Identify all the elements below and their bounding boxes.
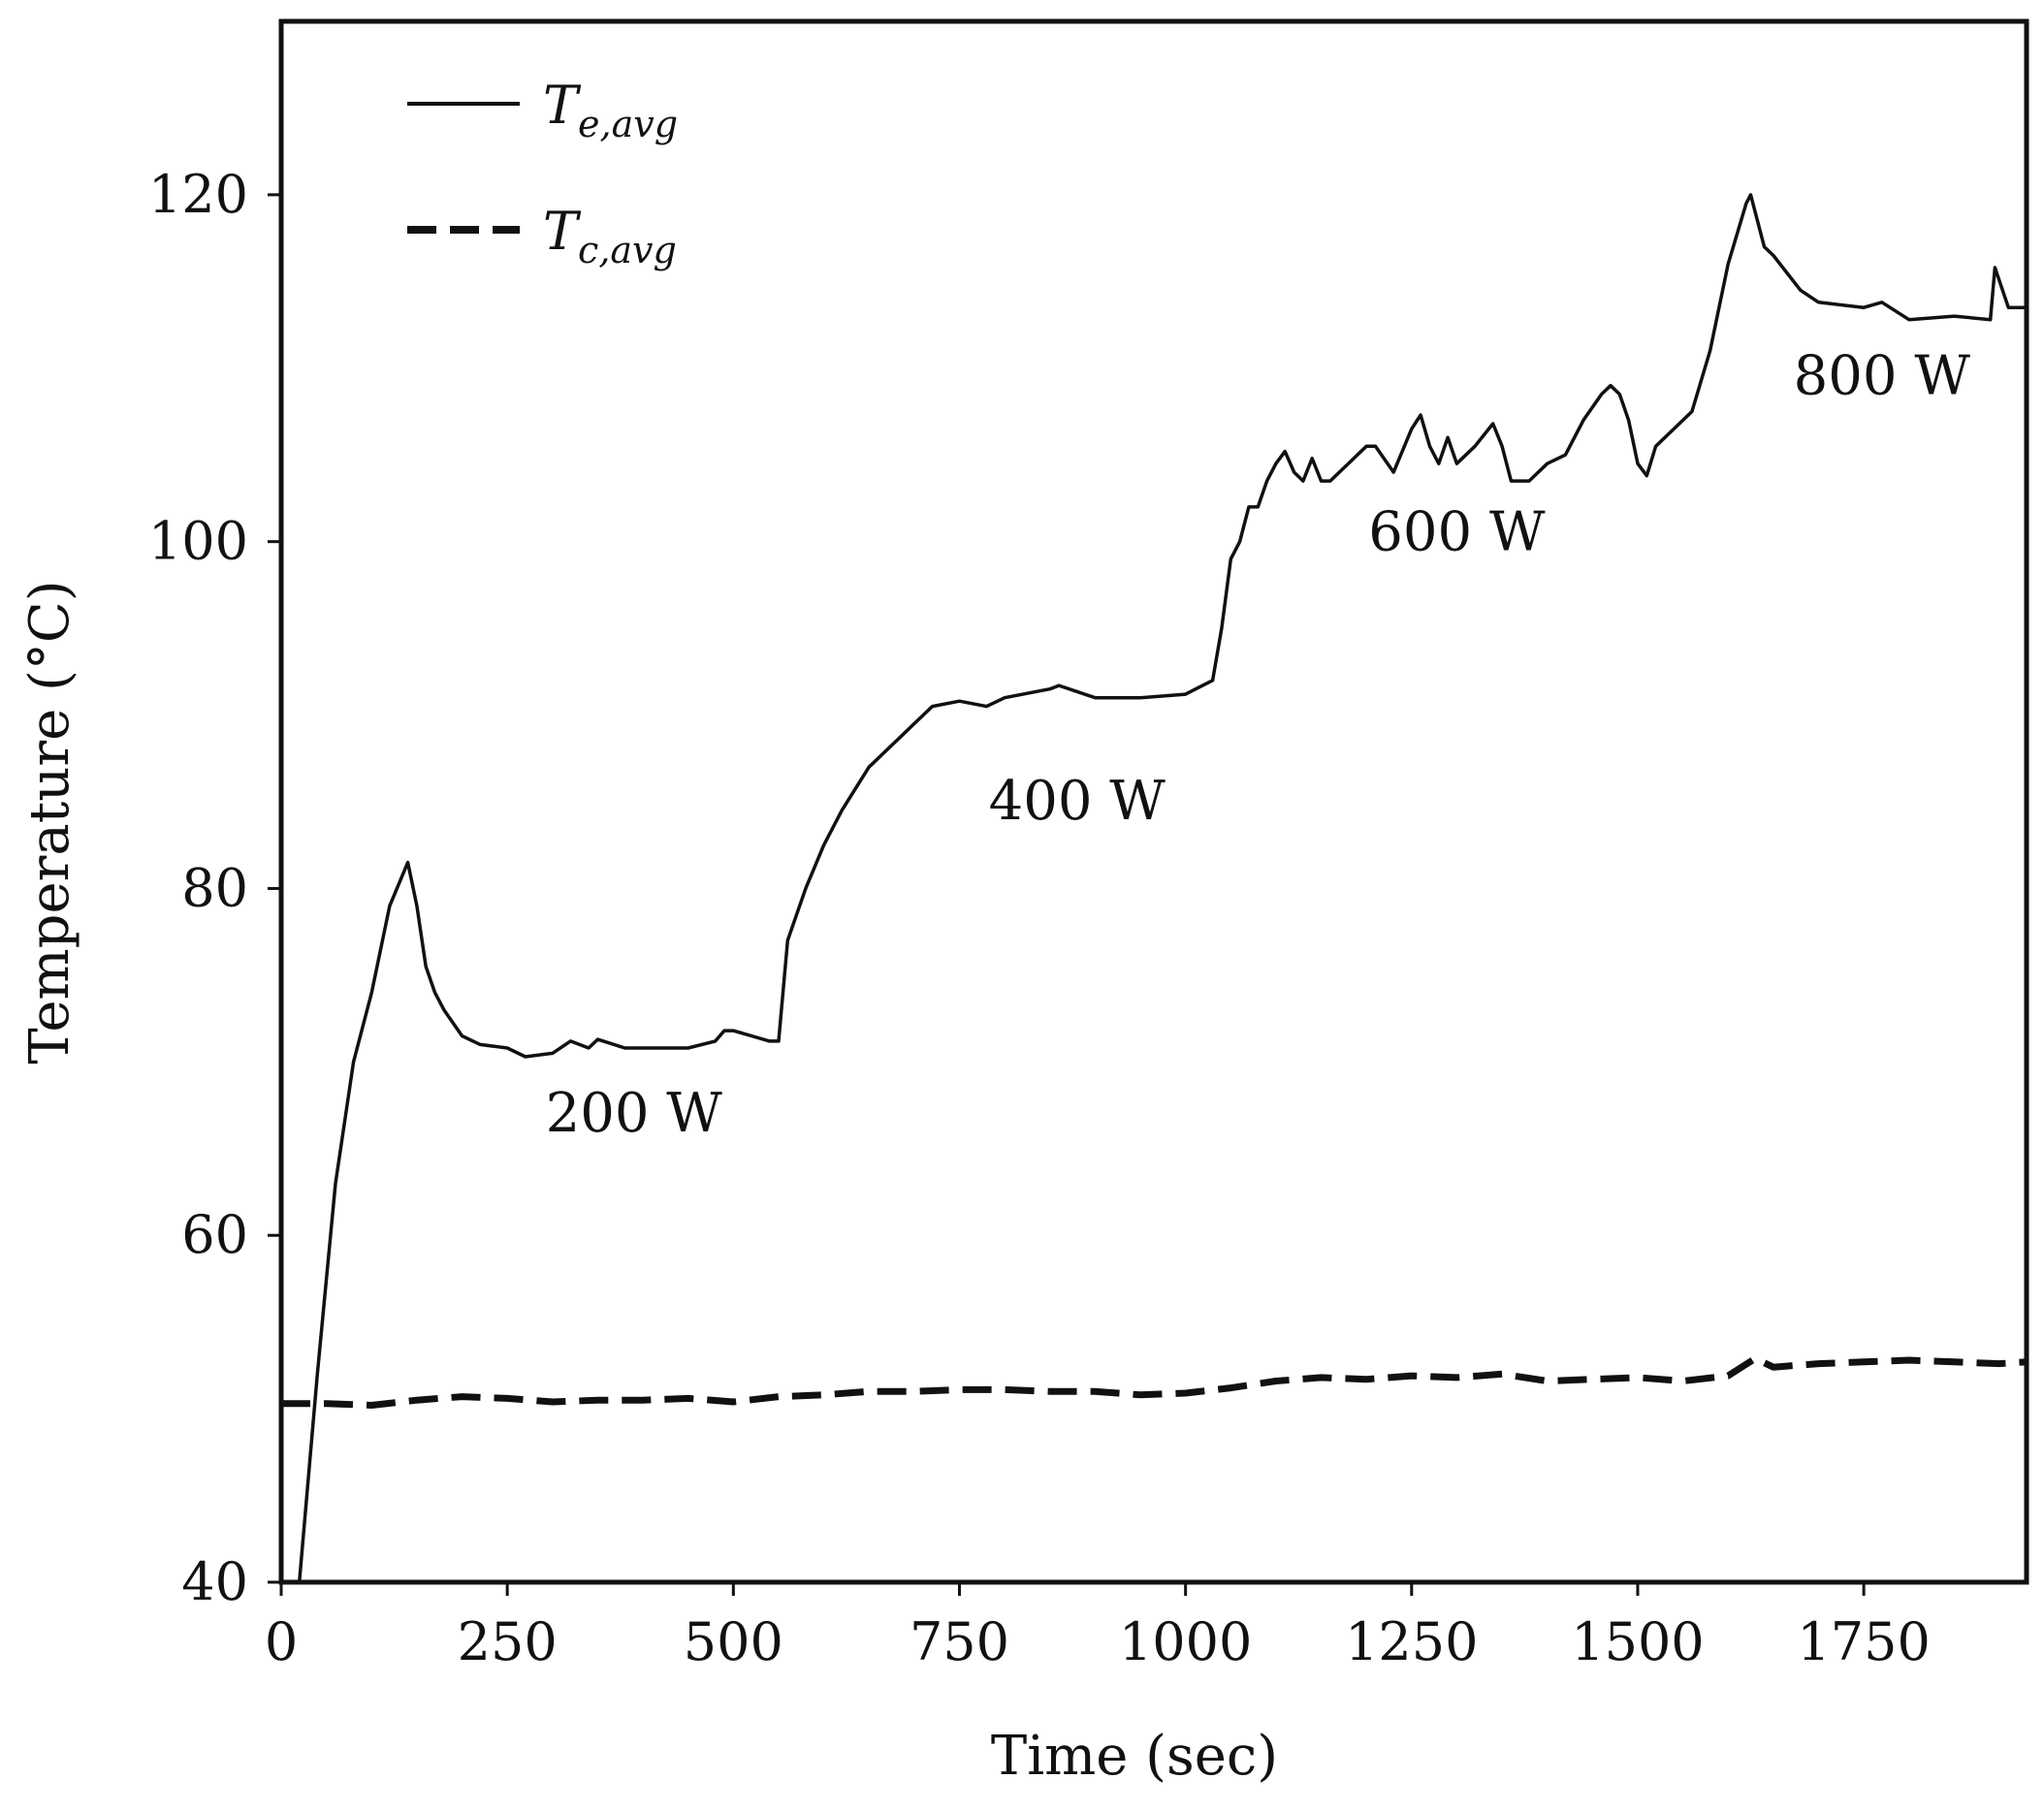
x-tick-label: 1750	[1797, 1611, 1930, 1672]
x-tick-label: 250	[458, 1611, 558, 1672]
power-annotation: 400 W	[989, 770, 1166, 833]
x-tick-label: 750	[910, 1611, 1009, 1672]
legend-tc-main: T	[543, 201, 582, 262]
series-line-te-avg	[297, 193, 2027, 1582]
x-tick-label: 1500	[1571, 1611, 1704, 1672]
plot-frame	[278, 18, 2029, 1585]
y-tick-label: 80	[181, 857, 248, 918]
y-tick-label: 120	[148, 164, 248, 225]
power-annotation: 800 W	[1794, 345, 1971, 408]
annotation-layer: 200 W 400 W 600 W 800 W	[546, 345, 1971, 1145]
x-tick-label: 500	[684, 1611, 783, 1672]
x-tick-label: 0	[265, 1611, 298, 1672]
legend: Te,avg Tc,avg	[407, 75, 678, 271]
y-tick-label: 40	[181, 1551, 248, 1612]
y-tick-label: 60	[181, 1204, 248, 1265]
legend-tc-sub: c,avg	[578, 229, 677, 271]
legend-label-tc: Tc,avg	[543, 201, 677, 271]
ticks-layer: 0 250 500 750 1000 1250 1500 1750 40 60 80 100 120	[148, 164, 1931, 1672]
x-axis-title: Time (sec)	[991, 1725, 1278, 1788]
y-tick-label: 100	[148, 511, 248, 572]
legend-te-main: T	[543, 75, 582, 136]
series-line-tc-avg	[281, 1354, 2027, 1409]
x-tick-label: 1000	[1119, 1611, 1252, 1672]
power-annotation: 600 W	[1368, 501, 1546, 564]
axes-layer	[278, 18, 2029, 1585]
legend-label-te: Te,avg	[543, 75, 678, 145]
series-layer	[281, 193, 2027, 1582]
legend-te-sub: e,avg	[578, 103, 678, 145]
y-axis-title: Temperature (°C)	[18, 580, 81, 1064]
x-tick-label: 1250	[1345, 1611, 1478, 1672]
power-annotation: 200 W	[546, 1082, 723, 1145]
